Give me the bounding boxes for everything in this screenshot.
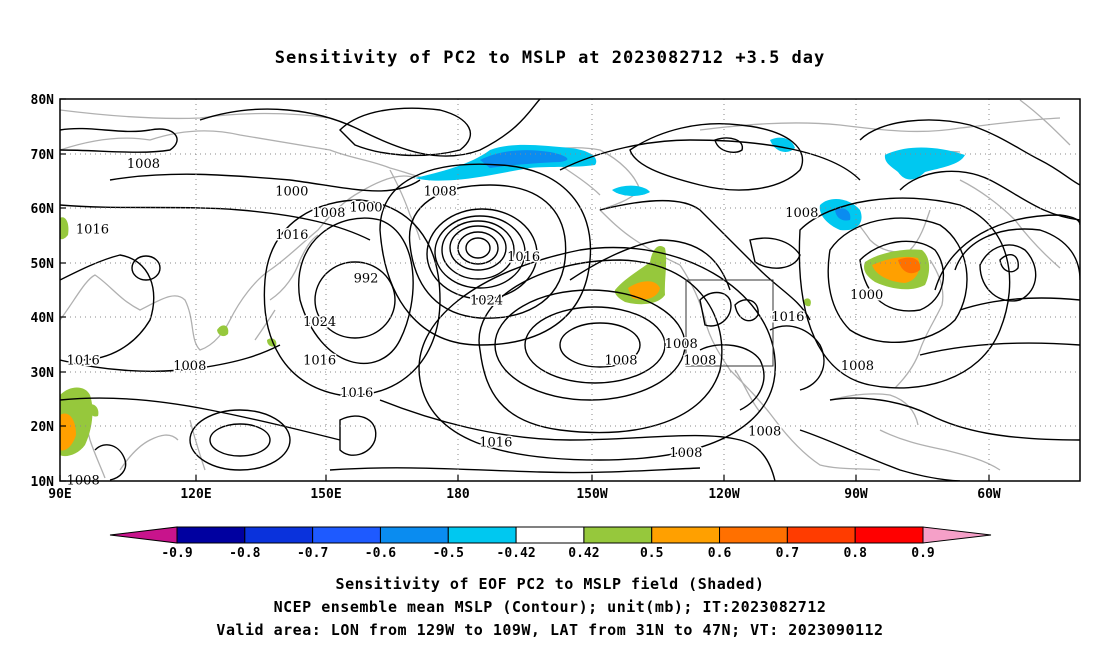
colorbar-box [312,526,381,544]
lon-label: 150W [576,487,607,502]
contour-label: 1008 [748,424,781,439]
contour-label: 1008 [424,184,457,199]
contour-labels: 1008 1016 1000 1008 1016 1000 992 1008 1024 1016 1… [65,155,885,490]
contour-label: 1016 [76,222,109,237]
colorbar-box [583,526,653,544]
contour-label: 1008 [665,337,698,352]
lon-label: 90W [844,487,868,502]
contour-label: 1000 [275,184,308,199]
shade-neg-alaska [612,185,650,196]
lon-label: 150E [310,487,341,502]
contour-label: 992 [354,272,379,287]
colorbar-box [379,526,449,544]
colorbar-box [176,526,246,544]
contour-label: 1008 [604,353,637,368]
colorbar-tick-label: -0.9 [161,546,192,561]
contour-label: 1016 [507,250,540,265]
colorbar-tick-label: 0.7 [776,546,799,561]
lat-label: 40N [31,311,55,326]
map-title: Sensitivity of PC2 to MSLP at 2023082712… [274,48,826,68]
lat-label: 80N [31,93,55,108]
colorbar-low-tip [109,526,178,544]
contour-label: 1008 [683,353,716,368]
colorbar-tick-label: 0.6 [708,546,732,561]
colorbar-high-tip [922,526,992,544]
colorbar-tick-label: 0.42 [568,546,599,561]
gridlines [60,99,1080,481]
caption-contour: NCEP ensemble mean MSLP (Contour); unit(… [273,598,827,616]
lon-label: 180 [446,487,470,502]
colorbar-tick-label: -0.42 [497,546,536,561]
shade-pos-small-1 [217,325,229,337]
contour-label: 1016 [340,386,373,401]
valid-area-box [685,279,774,367]
contour-label: 1024 [470,293,503,308]
colorbar-boxes [176,526,924,544]
latitude-labels: 80N 70N 60N 50N 40N 30N 20N 10N [31,93,55,490]
contour-label: 1008 [841,359,874,374]
contour-label: 1008 [173,359,206,374]
colorbar-tick-label: -0.8 [229,546,260,561]
shade-neg-hudson-core [835,208,851,221]
contour-label: 1016 [275,228,308,243]
shade-neg-labrador [884,147,965,180]
colorbar-box [854,526,924,544]
map-frame [59,98,1081,482]
longitude-labels: 90E 120E 150E 180 150W 120W 90W 60W [48,487,1001,502]
lat-label: 20N [31,420,55,435]
lat-label: 30N [31,366,55,381]
contour-label: 1016 [479,435,512,450]
colorbar-box [447,526,517,544]
colorbar-box [244,526,314,544]
colorbar-tick-label: -0.7 [297,546,328,561]
lon-label: 120W [708,487,739,502]
mslp-contours [60,99,1080,481]
shade-neg-canada [770,137,795,152]
shade-pos-india-core [60,413,76,451]
lat-label: 50N [31,257,55,272]
contour-label: 1008 [312,206,345,221]
tick-marks [59,98,990,482]
shade-pos-west-edge [60,217,69,240]
shade-pos-pacific-core [628,281,660,300]
contour-label: 1008 [785,206,818,221]
colorbar-tick-label: 0.8 [843,546,867,561]
colorbar-box [515,526,585,544]
colorbar-tick-label: -0.6 [365,546,396,561]
lat-label: 60N [31,202,55,217]
colorbar-labels: -0.9 -0.8 -0.7 -0.6 -0.5 -0.42 0.42 0.5 0.6 0.7 0.… [161,546,934,561]
colorbar: -0.9 -0.8 -0.7 -0.6 -0.5 -0.42 0.42 0.5 0.6 0.7 0.… [109,526,992,561]
contour-label: 1008 [127,157,160,172]
caption-valid-area: Valid area: LON from 129W to 109W, LAT f… [216,621,884,639]
colorbar-box [786,526,856,544]
colorbar-box [651,526,721,544]
sensitivity-shading [60,137,965,457]
colorbar-tick-label: 0.9 [911,546,934,561]
colorbar-tick-label: 0.5 [640,546,663,561]
shade-pos-small-4 [88,404,99,417]
lon-label: 60W [977,487,1001,502]
contour-label: 1000 [850,288,883,303]
contour-label: 1000 [349,201,382,216]
colorbar-tick-label: -0.5 [433,546,464,561]
shade-neg-bering-core [480,150,568,168]
contour-label: 1016 [67,353,100,368]
lon-label: 90E [48,487,71,502]
shade-pos-great-lakes-core [898,257,921,274]
contour-label: 1016 [771,310,804,325]
contour-label: 1008 [669,446,702,461]
shade-pos-small-3 [803,298,811,307]
contour-label: 1016 [303,353,336,368]
colorbar-box [719,526,788,544]
lon-label: 120E [180,487,211,502]
lat-label: 10N [31,475,55,490]
lat-label: 70N [31,148,55,163]
caption-shading: Sensitivity of EOF PC2 to MSLP field (Sh… [335,575,765,593]
contour-label: 1024 [303,315,336,330]
